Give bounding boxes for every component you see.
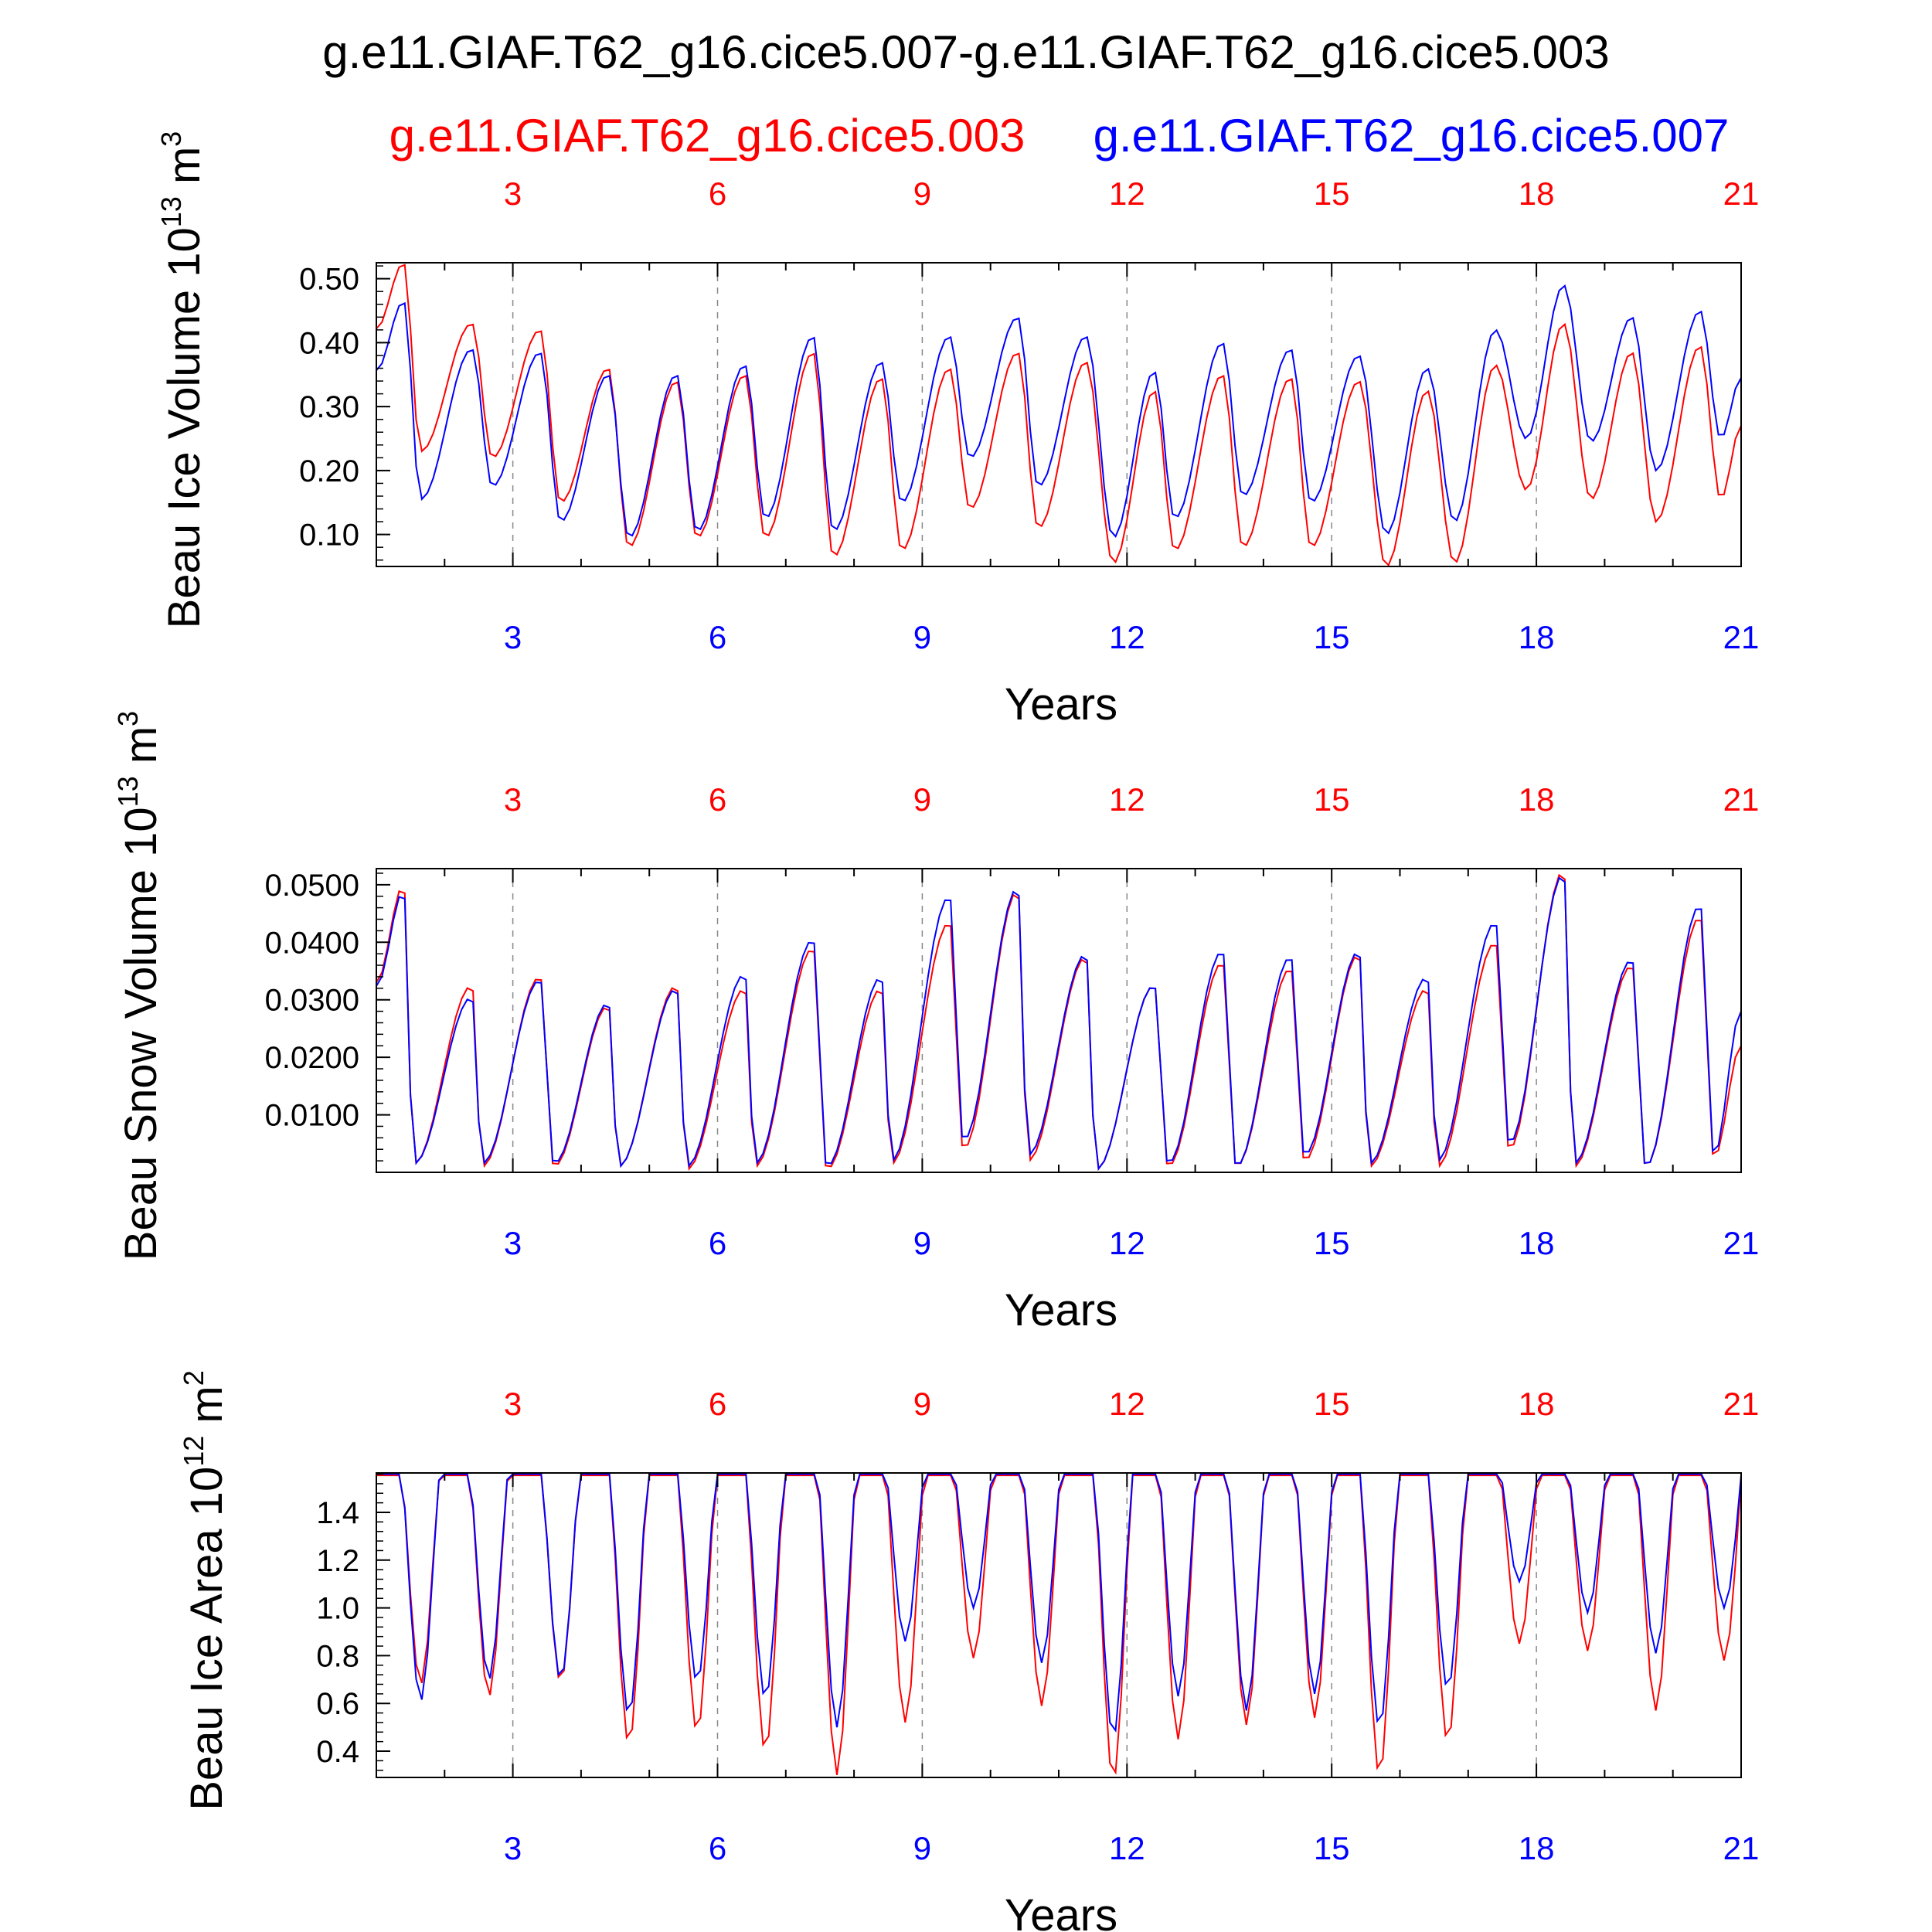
x-tick-label: 6 xyxy=(709,619,726,655)
y-axis-label: Beau Ice Area 1012 m2 xyxy=(178,1370,232,1811)
y-tick-label: 1.2 xyxy=(316,1544,359,1578)
x-tick-label: 21 xyxy=(1723,1830,1760,1866)
x-tick-label-top: 21 xyxy=(1723,175,1760,212)
series-line-case-007 xyxy=(376,284,1742,538)
x-tick-label: 21 xyxy=(1723,619,1760,655)
x-tick-label-top: 12 xyxy=(1109,1386,1145,1422)
y-tick-label: 0.30 xyxy=(299,390,359,424)
x-tick-label-top: 21 xyxy=(1723,781,1760,818)
x-tick-label-top: 21 xyxy=(1723,1386,1760,1422)
x-tick-label: 12 xyxy=(1109,1225,1145,1261)
x-tick-label-top: 15 xyxy=(1314,781,1350,818)
x-tick-label: 9 xyxy=(913,1225,931,1261)
x-axis-label: Years xyxy=(1005,679,1117,730)
x-tick-label-top: 6 xyxy=(709,781,726,818)
legend-case-003: g.e11.GIAF.T62_g16.cice5.003 xyxy=(389,110,1026,162)
chart-panel-3: 0.4 0.6 0.8 1.0 1.2 1.4 3 6 9 12 15 18 21 3 6 9 12 15 18 21… xyxy=(178,1370,1759,1932)
y-tick-label: 0.0100 xyxy=(265,1099,359,1133)
x-tick-label: 15 xyxy=(1314,619,1350,655)
y-tick-label: 0.40 xyxy=(299,326,359,360)
x-tick-label: 9 xyxy=(913,619,931,655)
chart-panel-1: 0.10 0.20 0.30 0.40 0.50 3 6 9 12 15 18 21 3 6 9 12 15 18… xyxy=(155,131,1759,730)
series-line-case-007 xyxy=(376,876,1742,1172)
x-tick-label-top: 18 xyxy=(1519,781,1555,818)
legend-case-007: g.e11.GIAF.T62_g16.cice5.007 xyxy=(1094,110,1730,162)
x-tick-label: 3 xyxy=(504,1830,522,1866)
chart-panel-2: 0.0100 0.0200 0.0300 0.0400 0.0500 3 6 9 12 15 18 2… xyxy=(112,711,1759,1335)
x-tick-label: 3 xyxy=(504,1225,522,1261)
figure-title: g.e11.GIAF.T62_g16.cice5.007-g.e11.GIAF.… xyxy=(322,26,1610,78)
x-tick-label: 3 xyxy=(504,619,522,655)
x-tick-label-top: 3 xyxy=(504,175,522,212)
y-tick-label: 1.4 xyxy=(316,1496,359,1530)
y-axis-label: Beau Ice Volume 1013 m3 xyxy=(155,131,209,629)
x-tick-label: 6 xyxy=(709,1830,726,1866)
x-tick-label-top: 9 xyxy=(913,1386,931,1422)
x-tick-label-top: 15 xyxy=(1314,1386,1350,1422)
y-tick-label: 0.10 xyxy=(299,519,359,553)
x-tick-label-top: 15 xyxy=(1314,175,1350,212)
y-tick-label: 0.4 xyxy=(316,1735,359,1769)
y-tick-label: 0.6 xyxy=(316,1687,359,1721)
y-tick-label: 0.8 xyxy=(316,1639,359,1673)
y-tick-label: 0.0400 xyxy=(265,926,359,960)
x-tick-label-top: 9 xyxy=(913,175,931,212)
x-tick-label-top: 18 xyxy=(1519,175,1555,212)
x-tick-label: 18 xyxy=(1519,1830,1555,1866)
x-tick-label-top: 12 xyxy=(1109,781,1145,818)
y-axis-label: Beau Snow Volume 1013 m3 xyxy=(112,711,166,1260)
x-tick-label: 18 xyxy=(1519,619,1555,655)
x-tick-label: 12 xyxy=(1109,1830,1145,1866)
x-tick-label: 12 xyxy=(1109,619,1145,655)
y-tick-label: 0.50 xyxy=(299,263,359,297)
y-tick-label: 0.0200 xyxy=(265,1041,359,1075)
y-tick-label: 0.20 xyxy=(299,454,359,488)
x-tick-label-top: 12 xyxy=(1109,175,1145,212)
x-tick-label: 9 xyxy=(913,1830,931,1866)
x-axis-label: Years xyxy=(1005,1890,1117,1932)
y-tick-label: 0.0500 xyxy=(265,869,359,903)
x-tick-label-top: 3 xyxy=(504,1386,522,1422)
y-tick-label: 1.0 xyxy=(316,1592,359,1626)
series-line-case-007 xyxy=(376,1473,1742,1733)
x-tick-label: 15 xyxy=(1314,1830,1350,1866)
y-tick-label: 0.0300 xyxy=(265,984,359,1018)
x-tick-label-top: 6 xyxy=(709,175,726,212)
x-axis-label: Years xyxy=(1005,1285,1117,1335)
x-tick-label: 6 xyxy=(709,1225,726,1261)
series-line-case-003 xyxy=(376,264,1742,567)
x-tick-label-top: 3 xyxy=(504,781,522,818)
x-tick-label-top: 6 xyxy=(709,1386,726,1422)
x-tick-label-top: 9 xyxy=(913,781,931,818)
x-tick-label-top: 18 xyxy=(1519,1386,1555,1422)
x-tick-label: 18 xyxy=(1519,1225,1555,1261)
x-tick-label: 15 xyxy=(1314,1225,1350,1261)
x-tick-label: 21 xyxy=(1723,1225,1760,1261)
